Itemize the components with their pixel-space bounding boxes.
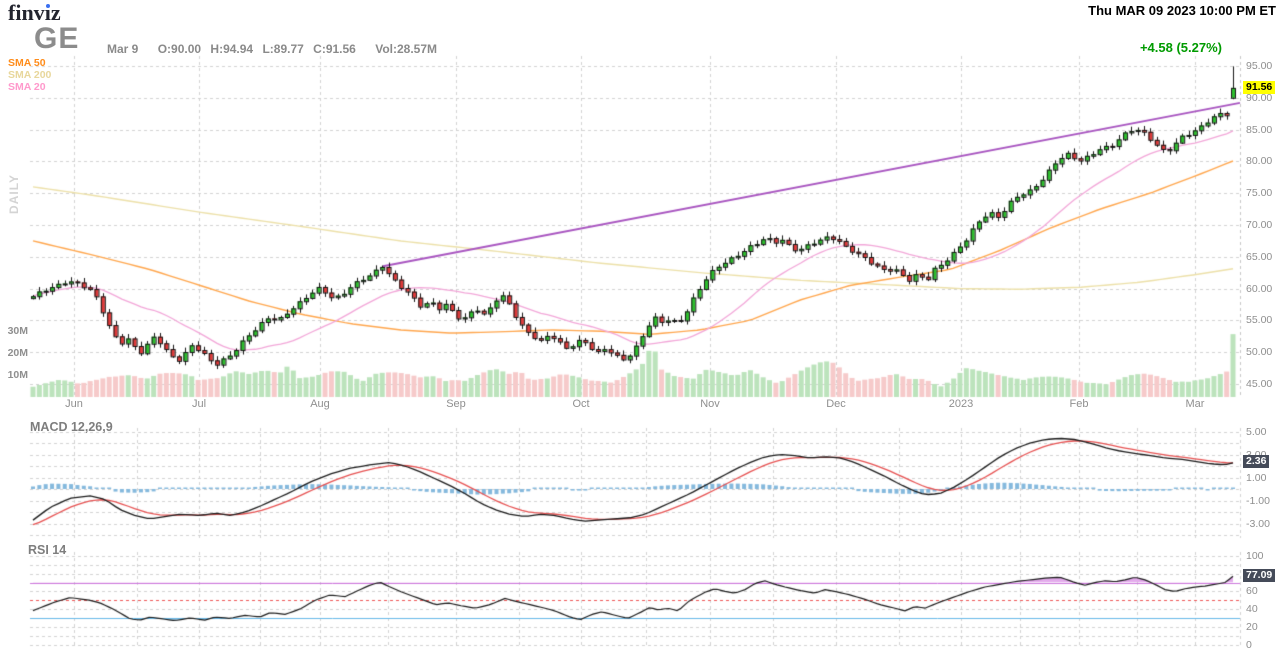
rsi-axis-tick: 60 <box>1246 585 1258 598</box>
rsi-value-badge: 77.09 <box>1243 569 1276 583</box>
macd-axis-tick: 5.00 <box>1246 425 1267 438</box>
price-axis-tick: 60.00 <box>1246 282 1273 295</box>
price-axis-tick: 55.00 <box>1246 314 1273 327</box>
month-axis-label: Sep <box>446 398 466 410</box>
price-axis-tick: 85.00 <box>1246 123 1273 136</box>
price-axis-tick: 90.00 <box>1246 91 1273 104</box>
last-price-badge: 91.56 <box>1243 80 1276 94</box>
logo-text-prefix: finv <box>8 0 45 25</box>
logo-dot-icon <box>45 4 50 8</box>
ohlc-close: C:91.56 <box>313 42 356 56</box>
month-axis-label: Nov <box>700 398 720 410</box>
price-change-label: +4.58 (5.27%) <box>1139 40 1222 55</box>
ohlc-volume: Vol:28.57M <box>375 42 438 56</box>
month-axis-label: Jul <box>191 398 207 410</box>
macd-value-badge: 2.36 <box>1243 454 1270 468</box>
volume-axis-tick: 10M <box>7 369 28 381</box>
price-axis-tick: 80.00 <box>1246 155 1273 168</box>
legend-sma200: SMA 200 <box>8 69 52 81</box>
macd-panel-label: MACD 12,26,9 <box>30 420 113 434</box>
ohlc-high: H:94.94 <box>210 42 254 56</box>
volume-axis-tick: 30M <box>7 325 28 337</box>
chart-datetime: Thu MAR 09 2023 10:00 PM ET <box>1088 3 1276 18</box>
price-axis-tick: 45.00 <box>1246 378 1273 390</box>
macd-axis-tick: -1.00 <box>1246 494 1270 507</box>
ticker-symbol: GE <box>34 22 80 55</box>
macd-axis-tick: -3.00 <box>1246 517 1270 530</box>
month-axis-label: 2023 <box>948 398 974 410</box>
month-axis-label: Feb <box>1069 398 1089 410</box>
finviz-logo[interactable]: finvı z <box>8 2 61 24</box>
month-axis-label: Jun <box>65 398 83 410</box>
ohlc-row: Mar 9 O:90.00 H:94.94 L:89.77 C:91.56 Vo… <box>107 42 437 56</box>
logo-text-suffix: z <box>50 0 61 25</box>
macd-axis-tick: 1.00 <box>1246 471 1267 484</box>
rsi-panel-label: RSI 14 <box>28 543 67 557</box>
legend-sma50: SMA 50 <box>8 57 46 69</box>
ohlc-low: L:89.77 <box>262 42 304 56</box>
rsi-axis-tick: 40 <box>1246 603 1258 616</box>
month-axis-label: Mar <box>1185 398 1205 410</box>
price-axis-tick: 75.00 <box>1246 187 1273 200</box>
price-axis-tick: 50.00 <box>1246 346 1273 359</box>
rsi-axis-tick: 100 <box>1246 550 1264 562</box>
price-axis-tick: 65.00 <box>1246 250 1273 263</box>
month-axis-label: Dec <box>826 398 846 410</box>
ohlc-date: Mar 9 <box>107 42 139 56</box>
price-axis-tick: 70.00 <box>1246 219 1273 231</box>
price-axis-tick: 95.00 <box>1246 60 1273 72</box>
ohlc-open: O:90.00 <box>157 42 202 56</box>
month-axis-label: Aug <box>310 398 330 410</box>
legend-sma20: SMA 20 <box>8 81 46 93</box>
rsi-axis-tick: 20 <box>1246 620 1258 633</box>
daily-timeframe-watermark: DAILY <box>7 174 21 214</box>
volume-axis-tick: 20M <box>7 347 28 359</box>
logo-i: ı <box>44 0 51 25</box>
rsi-axis-tick: 0 <box>1246 638 1252 651</box>
month-axis-label: Oct <box>572 398 590 410</box>
